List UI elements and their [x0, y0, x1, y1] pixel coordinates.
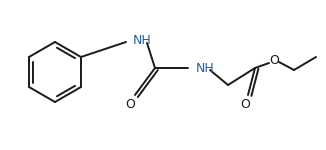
- Text: NH: NH: [133, 33, 152, 46]
- Text: O: O: [269, 54, 279, 66]
- Text: O: O: [240, 99, 250, 111]
- Text: O: O: [125, 99, 135, 111]
- Text: NH: NH: [196, 61, 215, 75]
